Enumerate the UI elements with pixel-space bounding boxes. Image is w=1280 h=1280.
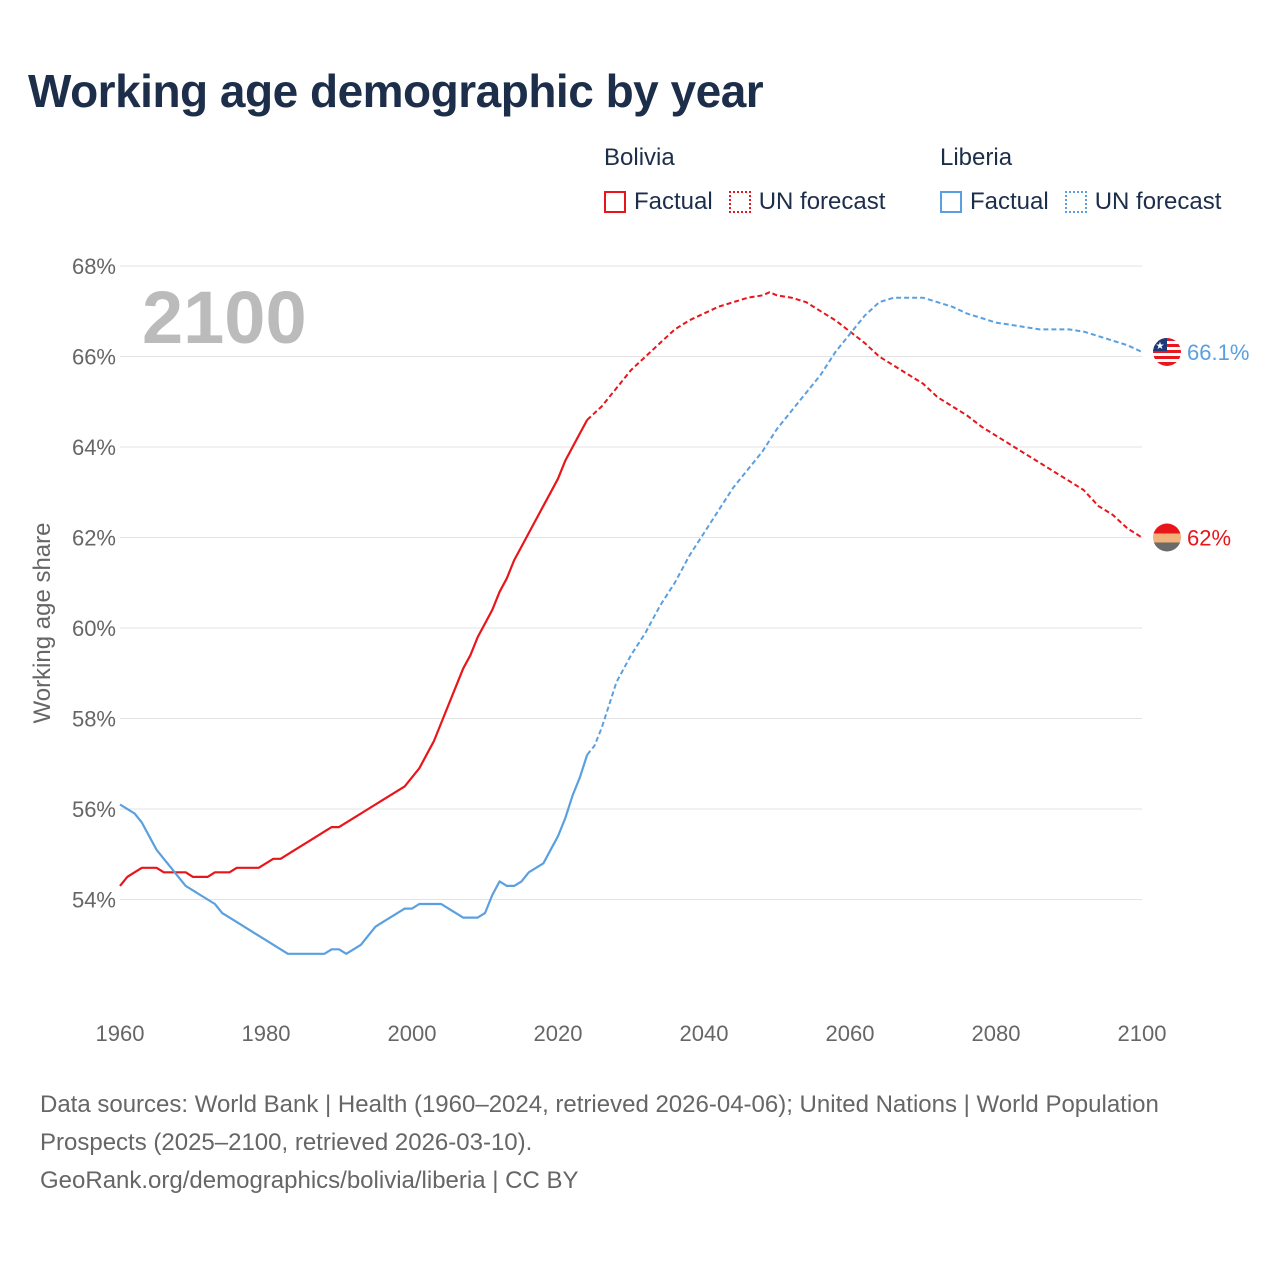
y-axis-label: Working age share <box>29 523 56 724</box>
chart-title: Working age demographic by year <box>28 65 764 117</box>
y-tick-label: 58% <box>72 707 116 732</box>
series-line-bolivia-factual <box>119 419 589 887</box>
legend-label: Factual <box>634 188 713 215</box>
svg-text:★: ★ <box>1156 341 1165 352</box>
series-line-liberia-forecast <box>586 296 1143 756</box>
legend-group-title: Liberia <box>940 144 1013 171</box>
legend-swatch-dotted <box>728 191 751 213</box>
x-tick-label: 1960 <box>96 1021 145 1046</box>
bolivia-flag-icon <box>1153 523 1181 552</box>
legend-item-bolivia-forecast[interactable]: UN forecast <box>728 188 886 216</box>
x-tick-label: 2100 <box>1118 1021 1167 1046</box>
x-tick-label: 1980 <box>242 1021 291 1046</box>
x-tick-label: 2040 <box>680 1021 729 1046</box>
y-tick-label: 66% <box>72 345 116 370</box>
legend-label: UN forecast <box>1094 188 1222 215</box>
liberia-flag-icon: ★ <box>1153 337 1181 366</box>
legend-swatch-dotted <box>1064 191 1087 213</box>
legend-swatch-solid <box>604 191 626 213</box>
legend-item-liberia-forecast[interactable]: UN forecast <box>1064 188 1222 216</box>
data-sources-text: Data sources: World Bank | Health (1960–… <box>40 1091 1159 1156</box>
legend-label: Factual <box>970 188 1049 215</box>
legend-label: UN forecast <box>758 188 886 215</box>
y-tick-label: 62% <box>72 526 116 551</box>
y-tick-label: 56% <box>72 797 116 822</box>
current-year-label: 2100 <box>142 276 307 359</box>
gridlines <box>120 265 1142 900</box>
legend-swatch-solid <box>940 191 962 213</box>
y-tick-label: 60% <box>72 616 116 641</box>
legend-group-title: Bolivia <box>604 144 675 171</box>
series-line-bolivia-forecast <box>586 291 1143 539</box>
legend-item-bolivia-factual[interactable]: Factual <box>604 188 713 216</box>
y-axis-ticks: 54% 56% 58% 60% 62% 64% 66% 68% <box>72 254 116 913</box>
credit-link[interactable]: GeoRank.org/demographics/bolivia/liberia… <box>40 1167 579 1194</box>
footer: Data sources: World Bank | Health (1960–… <box>40 1086 1220 1200</box>
series-line-liberia-factual <box>119 754 589 955</box>
end-markers: ★ 62% 66.1% <box>1153 337 1249 552</box>
end-value-label-liberia: 66.1% <box>1187 340 1249 365</box>
legend-item-liberia-factual[interactable]: Factual <box>940 188 1049 216</box>
y-tick-label: 68% <box>72 254 116 279</box>
x-tick-label: 2020 <box>534 1021 583 1046</box>
end-value-label-bolivia: 62% <box>1187 526 1231 551</box>
x-axis-ticks: 1960 1980 2000 2020 2040 2060 2080 2100 <box>96 1021 1167 1046</box>
x-tick-label: 2060 <box>826 1021 875 1046</box>
y-tick-label: 54% <box>72 888 116 913</box>
y-tick-label: 64% <box>72 435 116 460</box>
x-tick-label: 2000 <box>388 1021 437 1046</box>
legend-group-liberia: Liberia Factual UN forecast <box>940 144 1237 216</box>
line-chart: 54% 56% 58% 60% 62% 64% 66% 68% 1960 1980 2000 202… <box>29 254 1249 1046</box>
legend-group-bolivia: Bolivia Factual UN forecast <box>604 144 901 216</box>
series-lines <box>119 291 1143 955</box>
x-tick-label: 2080 <box>972 1021 1021 1046</box>
